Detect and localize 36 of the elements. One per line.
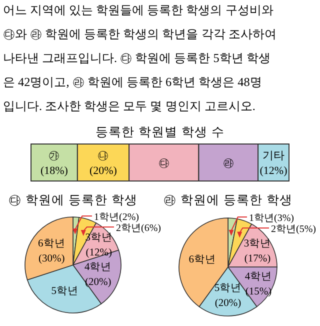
slice-label: 5학년 [51,285,78,298]
series-label: ㉰ [158,158,170,170]
data-label: (3%) [274,213,294,224]
slice-label: 2학년 [116,223,141,234]
text: ㉰와 ㉱ 학원에 등록한 학생의 학년을 각각 조사하여 [3,27,276,41]
series-label: 기타 [262,150,285,162]
slice-label: 4학년 [84,261,112,274]
text: 은 42명이고, ㉱ 학원에 등록한 6학년 학생은 48명 [3,75,262,89]
text: 입니다. 조사한 학생은 모두 몇 명인지 고르시오. [3,99,256,113]
slice-label: 6학년 [38,237,66,250]
data-label: (20%) [84,277,112,288]
slice-label: 3학년 [244,238,272,250]
series-label: ㉱ [222,158,234,170]
data-label: (12%) [260,165,288,177]
data-label: (5%) [296,224,316,235]
slice-label: 5학년 [214,282,242,294]
chart-title: 등록한 학원별 학생 수 [96,124,224,139]
slice-label: 2학년 [271,224,296,235]
slice-label: 4학년 [244,270,272,283]
slice-label: 1학년 [94,212,119,223]
data-label: (20%) [214,298,242,309]
series-label: ㉯ [98,150,109,162]
chart-title: ㉱ 학원에 등록한 학생 [164,192,292,207]
chart-title: ㉰ 학원에 등록한 학생 [8,192,138,207]
data-label: (18%) [40,165,68,177]
slice-label: 6학년 [188,254,216,266]
series-label: ㉮ [48,150,60,162]
data-label: (20%) [89,165,118,177]
data-label: (2%) [119,212,139,223]
data-label: (12%) [86,248,113,259]
text: 나타낸 그래프입니다. ㉰ 학원에 등록한 5학년 학생 [3,51,270,65]
text: 어느 지역에 있는 학원들에 등록한 학생의 구성비와 [3,3,274,17]
data-label: (17%) [244,254,272,265]
data-label: (30%) [38,253,66,264]
data-label: (6%) [141,223,161,234]
slice-label: 1학년 [249,213,274,224]
